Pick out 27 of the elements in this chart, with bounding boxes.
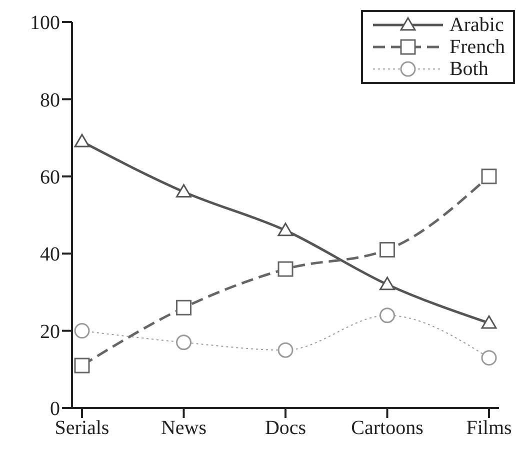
point xyxy=(176,334,192,350)
point xyxy=(176,184,192,198)
point xyxy=(278,261,294,277)
point xyxy=(176,300,192,316)
point xyxy=(380,308,395,324)
y-tick-label: 100 xyxy=(30,12,60,34)
y-tick-label: 40 xyxy=(40,244,60,266)
point xyxy=(278,342,294,358)
legend-label: Arabic xyxy=(449,14,504,36)
y-tick-label: 60 xyxy=(40,166,60,188)
x-tick-label: Docs xyxy=(264,417,306,440)
x-tick-label: News xyxy=(160,417,207,440)
x-tick-label: Films xyxy=(466,417,512,440)
point xyxy=(481,168,497,184)
point xyxy=(278,222,294,236)
point xyxy=(74,134,90,148)
y-tick-label: 20 xyxy=(40,320,60,343)
point xyxy=(74,323,90,339)
point xyxy=(380,242,395,258)
point xyxy=(481,315,497,329)
point xyxy=(481,350,497,366)
y-tick-label: 80 xyxy=(40,89,60,112)
x-tick-label: Cartoons xyxy=(351,417,424,440)
legend-label: Both xyxy=(449,58,488,80)
point xyxy=(74,358,90,374)
point xyxy=(380,276,395,290)
legend-label: French xyxy=(449,36,505,58)
